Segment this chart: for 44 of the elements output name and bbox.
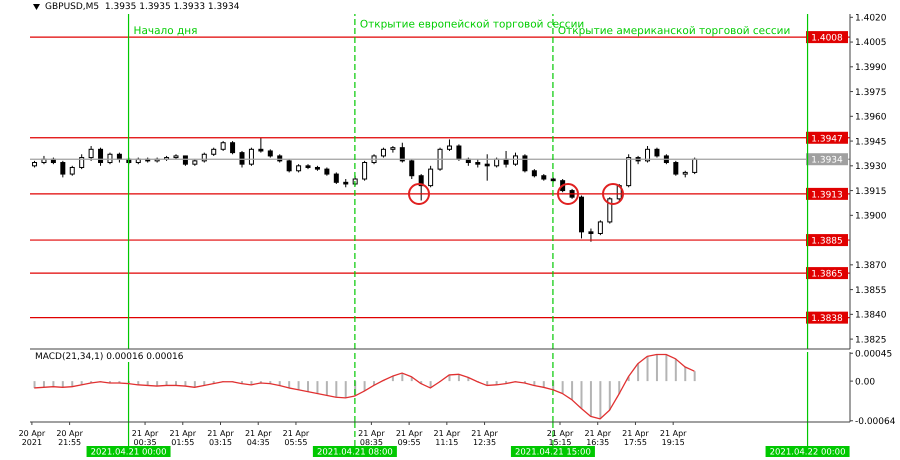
chart-title: GBPUSD,M5 1.3935 1.3935 1.3933 1.3934 [43,2,242,12]
y-tick-label: 1.3975 [855,88,886,98]
y-tick-label: 0.00 [855,377,876,388]
y-tick-label: 1.3840 [855,310,887,321]
x-tick-label: 20 Apr 2021 [18,429,46,447]
chart-title: MACD(21,34,1) 0.00016 0.00016 [33,352,186,362]
x-tick-label: 21 Apr 16:35 [584,429,612,447]
x-tick-label: 21 Apr 19:15 [660,429,688,447]
ref-line-label: 1.3947 [811,134,843,144]
ref-line-label: 2021.04.21 08:00 [316,448,393,458]
y-tick-label: 1.3990 [855,63,887,74]
y-tick-label: 1.3855 [855,286,886,296]
ref-line-label: 2021.04.21 00:00 [90,448,166,458]
y-tick-label: 1.3945 [855,137,886,148]
ref-line-label: 1.3934 [811,156,844,166]
y-tick-label: 1.3960 [855,112,887,123]
ref-line-label: 1.3838 [811,314,844,324]
x-tick-label: 21 Apr 17:55 [622,429,650,447]
y-tick-label: 0.00045 [855,349,892,360]
ref-line-label: 2021.04.22 00:00 [770,448,846,458]
x-tick-label: 21 Apr 03:15 [207,429,234,447]
x-tick-label: 20 Apr 21:55 [56,429,84,447]
x-tick-label: 21 Apr 12:35 [471,429,499,447]
y-tick-label: 1.3825 [855,335,886,346]
y-tick-label: -0.00064 [855,416,896,427]
ref-line-label: 1.3913 [811,190,843,200]
y-tick-label: 1.3930 [855,162,887,172]
x-tick-label: 21 Apr 09:55 [396,429,424,447]
x-tick-label: 21 Apr 00:35 [132,429,160,447]
y-tick-label: 1.4005 [855,38,886,48]
x-tick-label: 21 Apr 05:55 [282,429,310,447]
y-tick-label: 1.3915 [855,186,886,197]
ref-line-label: 1.4008 [811,34,844,44]
y-tick-label: 1.4020 [855,13,887,24]
x-tick-label: 21 Apr 11:15 [434,429,461,447]
x-tick-label: 21 Apr 01:55 [169,429,197,447]
annotation: Начало дня [134,25,198,38]
x-tick-label: 21 Apr 08:35 [358,429,386,447]
ref-line-label: 1.3885 [811,236,843,247]
ref-line-label: 1.3865 [811,270,843,280]
y-tick-label: 1.3900 [855,212,887,222]
x-tick-label: 21 Apr 04:35 [244,429,272,447]
ref-line-label: 2021.04.21 15:00 [514,448,591,458]
y-tick-label: 1.3870 [855,261,887,272]
